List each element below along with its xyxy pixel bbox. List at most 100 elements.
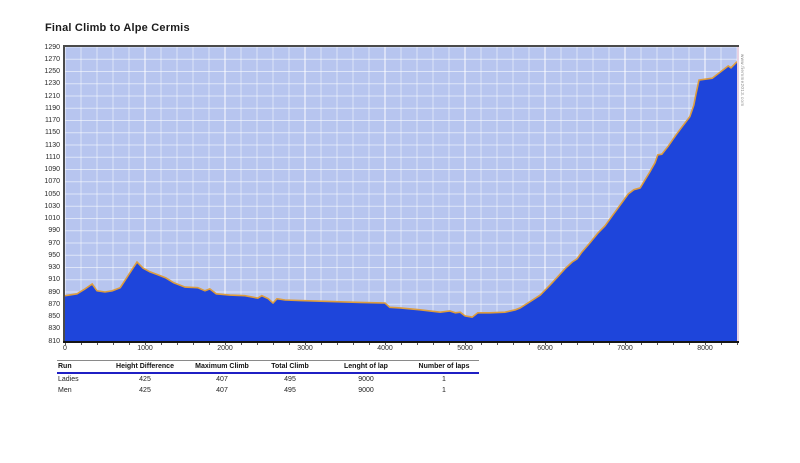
x-axis-tick: [609, 343, 610, 345]
results-table: Run Height Difference Maximum Climb Total C…: [57, 360, 479, 396]
y-axis-label: 1170: [44, 117, 60, 124]
x-axis-tick: [177, 343, 178, 345]
table-cell: 9000: [358, 376, 374, 383]
y-axis-label: 850: [48, 313, 60, 320]
x-axis-tick: [113, 343, 114, 345]
x-axis-tick: [353, 343, 354, 345]
x-axis-tick: [193, 343, 194, 345]
x-axis-tick: [641, 343, 642, 345]
x-axis-label: 8000: [697, 345, 713, 352]
table-header-cell: Run: [57, 360, 103, 374]
y-axis-label: 810: [48, 337, 60, 345]
run-name-cell: Ladies: [58, 376, 79, 383]
table-header-cell: Lenght of lap: [323, 360, 409, 374]
x-axis-tick: [593, 343, 594, 345]
y-axis-label: 1250: [44, 68, 60, 75]
x-axis-tick: [129, 343, 130, 345]
table-cell: 1: [442, 387, 446, 394]
x-axis-tick: [337, 343, 338, 345]
x-axis-tick: [449, 343, 450, 345]
x-axis-tick: [737, 343, 738, 345]
y-axis-label: 1130: [44, 141, 60, 149]
elevation-area: [65, 61, 737, 341]
x-axis-tick: [97, 343, 98, 345]
table-header-cell: Height Difference: [103, 360, 187, 374]
y-axis-label: 1070: [44, 178, 60, 186]
table-row: Ladies 425 407 495 9000 1: [57, 373, 479, 385]
y-axis-label: 1150: [44, 129, 60, 137]
y-axis-label: 1270: [44, 55, 60, 63]
y-axis-label: 1050: [44, 190, 60, 198]
run-name-cell: Men: [58, 387, 72, 394]
x-axis-tick: [561, 343, 562, 345]
table-header-cell: Total Climb: [257, 360, 323, 374]
y-axis-label: 970: [48, 239, 60, 247]
x-axis-tick: [321, 343, 322, 345]
x-axis-tick: [417, 343, 418, 345]
x-axis-tick: [257, 343, 258, 345]
y-axis-label: 1230: [44, 80, 60, 88]
elevation-line: [65, 61, 737, 318]
x-axis-label: 7000: [617, 345, 633, 352]
table-header-cell: Number of laps: [409, 360, 479, 374]
chart-title: Final Climb to Alpe Cermis: [45, 22, 190, 34]
x-axis-tick: [625, 343, 626, 345]
x-axis-tick: [241, 343, 242, 345]
y-axis-label: 830: [48, 325, 60, 333]
x-axis-tick: [465, 343, 466, 345]
table-header-cell: Maximum Climb: [187, 360, 257, 374]
plot-border-right: [737, 47, 739, 341]
y-axis-label: 950: [48, 251, 60, 259]
x-axis-tick: [385, 343, 386, 345]
x-axis-label: 1000: [137, 345, 153, 352]
x-axis-tick: [225, 343, 226, 345]
x-axis-tick: [545, 343, 546, 345]
y-axis-label: 1290: [44, 43, 60, 51]
x-axis-tick: [433, 343, 434, 345]
y-axis-label: 910: [48, 276, 60, 284]
y-axis-label: 930: [48, 264, 60, 271]
x-axis-tick: [513, 343, 514, 345]
y-axis-label: 1030: [44, 202, 60, 210]
x-axis-tick: [657, 343, 658, 345]
x-axis-tick: [273, 343, 274, 345]
x-axis-tick: [401, 343, 402, 345]
x-axis-tick: [481, 343, 482, 345]
x-axis-label: 6000: [537, 345, 553, 352]
y-axis-label: 1090: [44, 166, 60, 173]
x-axis-label: 3000: [297, 345, 313, 352]
x-axis-tick: [529, 343, 530, 345]
table-cell: 495: [284, 376, 296, 383]
table-cell: 495: [284, 387, 296, 394]
y-axis-label: 1190: [44, 104, 60, 112]
x-axis-tick: [65, 343, 66, 345]
x-axis-tick: [705, 343, 706, 345]
table-cell: 407: [216, 387, 228, 394]
elevation-profile-plot: [65, 47, 737, 341]
x-axis-tick: [673, 343, 674, 345]
x-axis-tick: [369, 343, 370, 345]
x-axis-tick: [145, 343, 146, 345]
x-axis-tick: [721, 343, 722, 345]
table-row: Men 425 407 495 9000 1: [57, 385, 479, 396]
table-cell: 425: [139, 376, 151, 383]
y-axis-label: 1010: [44, 215, 60, 222]
x-axis-label: 5000: [457, 345, 473, 352]
x-axis-tick: [497, 343, 498, 345]
y-axis-label: 990: [48, 227, 60, 235]
y-axis-label: 1210: [44, 92, 60, 100]
vertical-watermark-text: www.fiemme2013.com: [740, 54, 745, 107]
y-axis-label: 890: [48, 288, 60, 296]
x-axis-tick: [161, 343, 162, 345]
x-axis-label: 0: [63, 345, 67, 352]
plot-border-top: [63, 45, 739, 47]
table-header-row: Run Height Difference Maximum Climb Total C…: [57, 360, 479, 374]
x-axis-tick: [209, 343, 210, 345]
x-axis-tick: [81, 343, 82, 345]
y-axis-label: 870: [48, 300, 60, 308]
x-axis-line: [63, 341, 739, 343]
table-cell: 9000: [358, 387, 374, 394]
table-cell: 407: [216, 376, 228, 383]
x-axis-tick: [289, 343, 290, 345]
